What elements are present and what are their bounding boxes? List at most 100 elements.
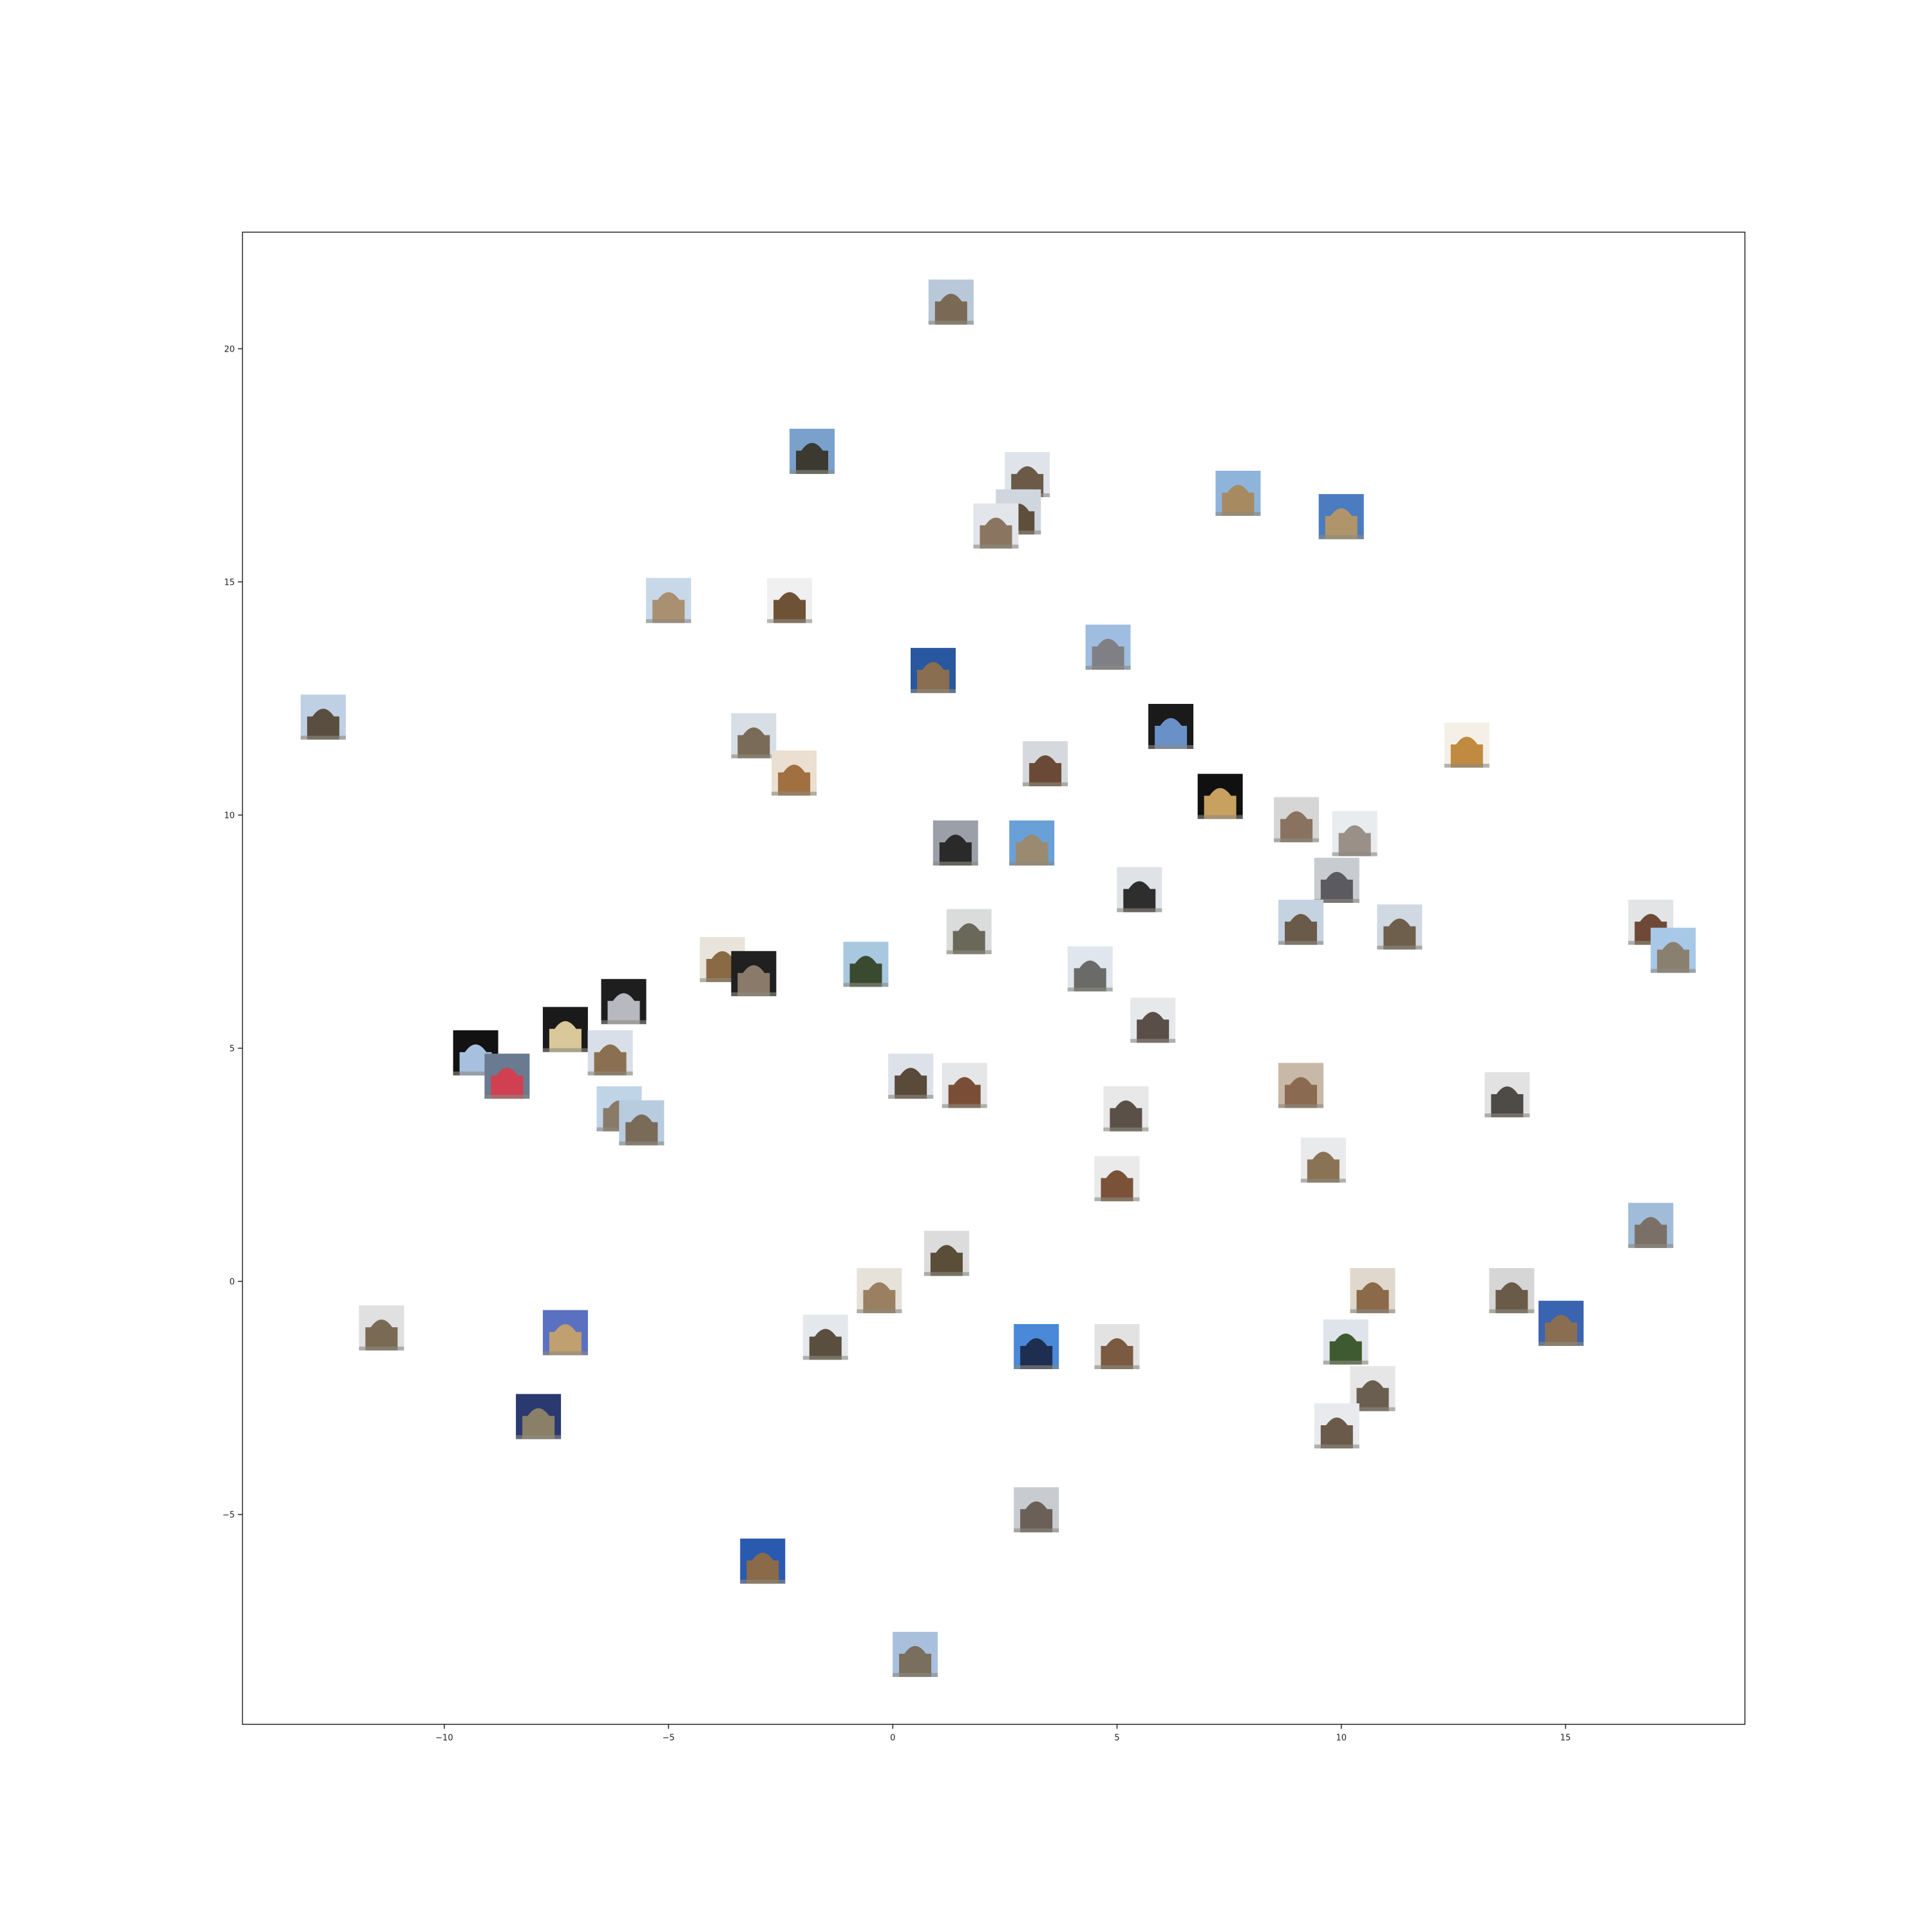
thumbnail-point (1094, 1324, 1140, 1369)
thumbnail-point (300, 694, 346, 740)
thumbnail-dome (1500, 1282, 1524, 1292)
thumbnail-ground (1444, 764, 1490, 768)
thumbnail-dome (1128, 881, 1151, 891)
thumbnail-point (1300, 1137, 1346, 1183)
thumbnail-ground (1094, 1365, 1140, 1369)
thumbnail-point (1014, 1487, 1059, 1533)
thumbnail-dome (800, 442, 824, 452)
thumbnail-dome (1329, 508, 1353, 518)
thumbnail-dome (1096, 638, 1120, 648)
thumbnail-ground (772, 791, 817, 796)
thumbnail-ground (1350, 1309, 1396, 1314)
thumbnail-point (888, 1054, 934, 1099)
thumbnail-ground (1539, 1341, 1584, 1346)
thumbnail-dome (495, 1068, 519, 1077)
thumbnail-ground (1484, 1113, 1530, 1117)
thumbnail-point (1314, 857, 1359, 903)
thumbnail-point (1350, 1268, 1396, 1314)
thumbnail-dome (311, 708, 335, 718)
thumbnail-dome (952, 1077, 976, 1086)
thumbnail-ground (619, 1141, 665, 1146)
thumbnail-point (923, 1231, 969, 1276)
thumbnail-dome (1325, 1417, 1349, 1427)
thumbnail-dome (598, 1044, 622, 1054)
x-tick-label: 5 (1114, 1734, 1119, 1743)
thumbnail-ground (888, 1095, 934, 1099)
thumbnail-dome (778, 592, 802, 601)
thumbnail-point (542, 1310, 588, 1356)
thumbnail-dome (1289, 1077, 1312, 1086)
thumbnail-ground (911, 689, 956, 694)
thumbnail-ground (1300, 1179, 1346, 1183)
thumbnail-dome (1285, 811, 1309, 820)
thumbnail-point (1130, 998, 1176, 1043)
thumbnail-ground (1651, 969, 1696, 973)
thumbnail-ground (1067, 987, 1113, 992)
thumbnail-point (1314, 1403, 1359, 1449)
thumbnail-ground (542, 1351, 588, 1356)
thumbnail-dome (1311, 1151, 1335, 1161)
y-tick-label: 0 (229, 1278, 234, 1287)
y-tick-label: 5 (229, 1045, 234, 1054)
thumbnail-point (911, 648, 956, 694)
thumbnail-ground (1103, 1127, 1149, 1132)
thumbnail-point (790, 428, 835, 474)
x-tick-label: −10 (435, 1734, 453, 1743)
thumbnail-ground (1215, 512, 1261, 516)
thumbnail-dome (657, 592, 681, 601)
thumbnail-ground (928, 321, 974, 325)
thumbnail-dome (370, 1320, 393, 1329)
thumbnail-point (1489, 1268, 1535, 1314)
thumbnail-point (1332, 811, 1378, 857)
thumbnail-ground (1023, 782, 1068, 786)
thumbnail-point (1278, 900, 1323, 945)
thumbnail-point (1318, 494, 1364, 540)
thumbnail-dome (742, 727, 766, 737)
x-tick-label: 10 (1336, 1734, 1347, 1743)
thumbnail-point (1350, 1366, 1396, 1412)
x-tick-label: 0 (890, 1734, 895, 1743)
thumbnail-point (1278, 1063, 1323, 1108)
thumbnail-dome (1105, 1170, 1129, 1180)
thumbnail-ground (933, 862, 978, 866)
thumbnail-dome (742, 965, 766, 974)
thumbnail-ground (1094, 1197, 1140, 1202)
thumbnail-dome (1495, 1086, 1519, 1095)
thumbnail-point (933, 820, 978, 866)
x-tick-label: −5 (663, 1734, 675, 1743)
thumbnail-dome (710, 951, 734, 960)
points-layer (300, 279, 1696, 1677)
thumbnail-dome (904, 1645, 927, 1655)
thumbnail-dome (1334, 1333, 1358, 1343)
thumbnail-point (973, 503, 1019, 549)
thumbnail-ground (942, 1104, 987, 1108)
thumbnail-ground (1278, 1104, 1323, 1108)
thumbnail-ground (1332, 852, 1378, 857)
thumbnail-ground (923, 1272, 969, 1276)
thumbnail-point (731, 951, 777, 996)
thumbnail-dome (943, 835, 967, 844)
thumbnail-point (484, 1054, 530, 1099)
thumbnail-dome (867, 1282, 891, 1292)
thumbnail-point (893, 1631, 938, 1677)
thumbnail-ground (1009, 862, 1055, 866)
thumbnail-dome (1025, 1338, 1048, 1347)
thumbnail-ground (1350, 1407, 1396, 1412)
thumbnail-ground (767, 619, 813, 623)
thumbnail-point (1274, 797, 1320, 842)
y-tick-label: 10 (224, 811, 235, 821)
thumbnail-ground (1085, 665, 1131, 670)
thumbnail-ground (1130, 1039, 1176, 1043)
thumbnail-ground (1314, 898, 1359, 903)
thumbnail-ground (731, 754, 777, 759)
thumbnail-dome (1141, 1012, 1165, 1021)
thumbnail-point (1377, 904, 1423, 950)
thumbnail-dome (1639, 1217, 1663, 1226)
thumbnail-dome (1361, 1380, 1385, 1390)
thumbnail-dome (957, 923, 981, 933)
thumbnail-ground (699, 978, 745, 982)
thumbnail-ground (1014, 1365, 1059, 1369)
thumbnail-ground (1014, 1528, 1059, 1533)
y-tick-label: 15 (224, 578, 235, 588)
thumbnail-ground (1489, 1309, 1535, 1314)
